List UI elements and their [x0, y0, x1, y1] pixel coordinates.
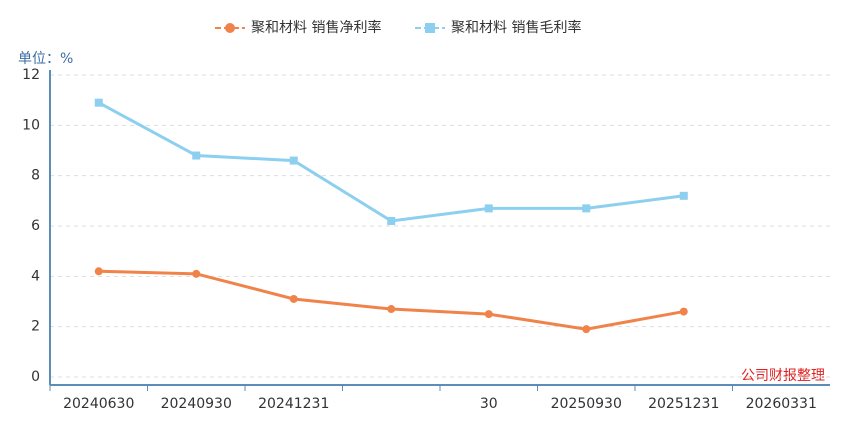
data-point [679, 191, 688, 200]
y-tick-label: 8 [31, 168, 40, 184]
y-tick-label: 10 [22, 117, 40, 133]
legend-marker [225, 23, 235, 33]
data-point [192, 269, 201, 278]
data-point [679, 307, 688, 316]
y-tick-label: 12 [22, 67, 40, 83]
x-tick-label: 20260331 [746, 396, 817, 412]
y-tick-label: 4 [31, 268, 40, 284]
data-point [94, 267, 103, 276]
y-tick-label: 6 [31, 218, 40, 234]
legend-label: 聚和材料 销售净利率 [251, 19, 381, 36]
data-point [484, 204, 493, 213]
data-point [582, 325, 591, 334]
legend-label: 聚和材料 销售毛利率 [451, 19, 581, 36]
x-tick-label: 20241231 [258, 396, 329, 412]
data-point [192, 151, 201, 160]
legend-marker [425, 23, 435, 33]
data-point [387, 216, 396, 225]
data-point [94, 98, 103, 107]
x-tick-label: 20240930 [161, 396, 232, 412]
source-note: 公司财报整理 [741, 368, 825, 384]
data-point [387, 305, 396, 314]
x-tick-label: 20240630 [63, 396, 134, 412]
x-tick-label: 30 [480, 396, 498, 412]
data-point [289, 294, 298, 303]
data-point [484, 310, 493, 319]
data-point [289, 156, 298, 165]
y-tick-label: 0 [31, 369, 40, 385]
x-tick-label: 20251231 [648, 396, 719, 412]
data-point [582, 204, 591, 213]
x-tick-label: 20250930 [551, 396, 622, 412]
y-tick-label: 2 [31, 319, 40, 335]
unit-label: 单位：% [18, 51, 73, 67]
